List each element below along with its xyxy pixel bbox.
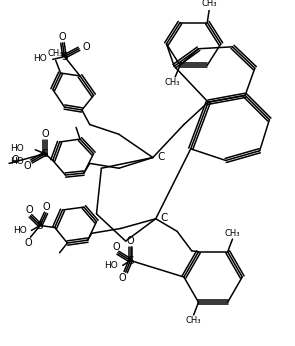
Text: C: C (160, 213, 168, 223)
Text: CH₃: CH₃ (201, 0, 217, 8)
Text: S: S (42, 149, 48, 159)
Text: O: O (26, 205, 33, 215)
Text: HO: HO (33, 54, 47, 63)
Text: O: O (82, 42, 90, 52)
Text: CH₃: CH₃ (186, 316, 201, 325)
Text: CH₃: CH₃ (165, 78, 180, 87)
Text: S: S (37, 220, 43, 230)
Text: HO: HO (10, 157, 24, 166)
Text: O: O (112, 242, 120, 252)
Text: O: O (59, 32, 66, 42)
Text: O: O (25, 238, 32, 248)
Text: O: O (12, 155, 19, 165)
Text: O: O (42, 202, 50, 212)
Text: O: O (127, 236, 134, 246)
Text: O: O (24, 161, 31, 171)
Text: HO: HO (10, 144, 24, 153)
Text: HO: HO (13, 226, 27, 235)
Text: CH₃: CH₃ (48, 49, 63, 58)
Text: HO: HO (104, 261, 118, 270)
Text: CH₃: CH₃ (225, 229, 240, 238)
Text: O: O (41, 129, 49, 139)
Text: C: C (158, 152, 165, 162)
Text: S: S (61, 52, 68, 62)
Text: O: O (119, 273, 127, 283)
Text: S: S (127, 255, 134, 265)
